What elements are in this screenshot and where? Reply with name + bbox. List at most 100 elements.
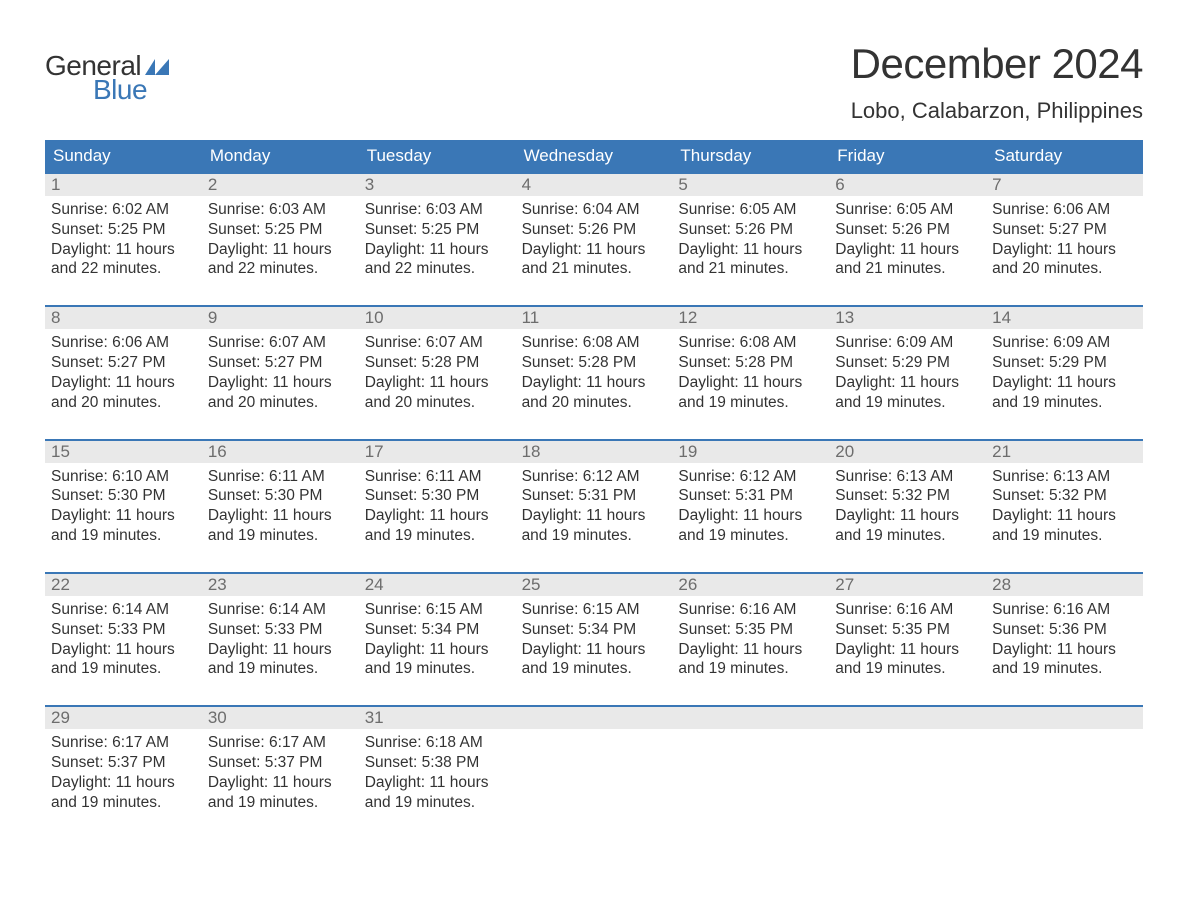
sunrise-line: Sunrise: 6:16 AM [678,600,823,620]
daylight-line: Daylight: 11 hours and 22 minutes. [365,240,510,280]
day-number: 3 [359,174,516,196]
daylight-line: Daylight: 11 hours and 19 minutes. [835,373,980,413]
day-cell: Sunrise: 6:09 AMSunset: 5:29 PMDaylight:… [829,329,986,416]
sunrise-line: Sunrise: 6:18 AM [365,733,510,753]
sunrise-line: Sunrise: 6:10 AM [51,467,196,487]
sunrise-line: Sunrise: 6:14 AM [51,600,196,620]
daylight-line: Daylight: 11 hours and 19 minutes. [835,506,980,546]
daylight-line: Daylight: 11 hours and 19 minutes. [208,773,353,813]
day-cell: Sunrise: 6:08 AMSunset: 5:28 PMDaylight:… [516,329,673,416]
sunset-line: Sunset: 5:31 PM [678,486,823,506]
sunset-line: Sunset: 5:25 PM [208,220,353,240]
dow-thursday: Thursday [672,140,829,172]
sunrise-line: Sunrise: 6:14 AM [208,600,353,620]
day-number: 24 [359,574,516,596]
sunset-line: Sunset: 5:27 PM [208,353,353,373]
sunrise-line: Sunrise: 6:08 AM [678,333,823,353]
day-cell: Sunrise: 6:06 AMSunset: 5:27 PMDaylight:… [45,329,202,416]
day-cell: Sunrise: 6:07 AMSunset: 5:28 PMDaylight:… [359,329,516,416]
sunset-line: Sunset: 5:34 PM [365,620,510,640]
sunset-line: Sunset: 5:37 PM [51,753,196,773]
day-cell: Sunrise: 6:07 AMSunset: 5:27 PMDaylight:… [202,329,359,416]
day-cell: Sunrise: 6:16 AMSunset: 5:35 PMDaylight:… [829,596,986,683]
sunrise-line: Sunrise: 6:12 AM [678,467,823,487]
sunrise-line: Sunrise: 6:17 AM [208,733,353,753]
day-number: 7 [986,174,1143,196]
day-number: 14 [986,307,1143,329]
day-number: 1 [45,174,202,196]
sunset-line: Sunset: 5:38 PM [365,753,510,773]
day-cell [672,729,829,816]
daylight-line: Daylight: 11 hours and 20 minutes. [992,240,1137,280]
month-title: December 2024 [851,40,1143,88]
day-cell: Sunrise: 6:03 AMSunset: 5:25 PMDaylight:… [359,196,516,283]
daynum-band: 15161718192021 [45,441,1143,463]
daylight-line: Daylight: 11 hours and 19 minutes. [522,640,667,680]
day-number: 15 [45,441,202,463]
day-number: 23 [202,574,359,596]
week-row: 22232425262728Sunrise: 6:14 AMSunset: 5:… [45,572,1143,683]
day-number: 6 [829,174,986,196]
dow-friday: Friday [829,140,986,172]
daylight-line: Daylight: 11 hours and 20 minutes. [51,373,196,413]
sunrise-line: Sunrise: 6:13 AM [835,467,980,487]
day-number: 8 [45,307,202,329]
day-number: 12 [672,307,829,329]
day-number: 16 [202,441,359,463]
dow-wednesday: Wednesday [516,140,673,172]
daylight-line: Daylight: 11 hours and 19 minutes. [678,640,823,680]
day-number: 11 [516,307,673,329]
sunset-line: Sunset: 5:32 PM [835,486,980,506]
daylight-line: Daylight: 11 hours and 20 minutes. [365,373,510,413]
daylight-line: Daylight: 11 hours and 21 minutes. [522,240,667,280]
day-number: 21 [986,441,1143,463]
sunset-line: Sunset: 5:26 PM [835,220,980,240]
daylight-line: Daylight: 11 hours and 21 minutes. [678,240,823,280]
day-cell: Sunrise: 6:15 AMSunset: 5:34 PMDaylight:… [516,596,673,683]
dow-monday: Monday [202,140,359,172]
sunset-line: Sunset: 5:35 PM [678,620,823,640]
sunset-line: Sunset: 5:26 PM [678,220,823,240]
title-block: December 2024 Lobo, Calabarzon, Philippi… [851,40,1143,136]
daylight-line: Daylight: 11 hours and 19 minutes. [522,506,667,546]
day-number: 10 [359,307,516,329]
day-cell: Sunrise: 6:16 AMSunset: 5:35 PMDaylight:… [672,596,829,683]
week-row: 891011121314Sunrise: 6:06 AMSunset: 5:27… [45,305,1143,416]
daylight-line: Daylight: 11 hours and 19 minutes. [365,506,510,546]
sunrise-line: Sunrise: 6:08 AM [522,333,667,353]
calendar: SundayMondayTuesdayWednesdayThursdayFrid… [45,140,1143,817]
sunrise-line: Sunrise: 6:06 AM [51,333,196,353]
sunset-line: Sunset: 5:34 PM [522,620,667,640]
sunset-line: Sunset: 5:30 PM [365,486,510,506]
day-cell: Sunrise: 6:12 AMSunset: 5:31 PMDaylight:… [516,463,673,550]
day-number: 2 [202,174,359,196]
day-number [672,707,829,729]
sunrise-line: Sunrise: 6:15 AM [522,600,667,620]
sunset-line: Sunset: 5:36 PM [992,620,1137,640]
day-cell: Sunrise: 6:13 AMSunset: 5:32 PMDaylight:… [986,463,1143,550]
daylight-line: Daylight: 11 hours and 21 minutes. [835,240,980,280]
daylight-line: Daylight: 11 hours and 20 minutes. [208,373,353,413]
daylight-line: Daylight: 11 hours and 19 minutes. [678,373,823,413]
sunset-line: Sunset: 5:32 PM [992,486,1137,506]
flag-icon [145,59,179,75]
day-number: 20 [829,441,986,463]
day-number: 29 [45,707,202,729]
sunset-line: Sunset: 5:30 PM [51,486,196,506]
logo-text-bottom: Blue [45,74,147,106]
sunset-line: Sunset: 5:28 PM [678,353,823,373]
day-number [516,707,673,729]
day-cell: Sunrise: 6:14 AMSunset: 5:33 PMDaylight:… [45,596,202,683]
day-cell: Sunrise: 6:15 AMSunset: 5:34 PMDaylight:… [359,596,516,683]
daynum-band: 293031 [45,707,1143,729]
day-number: 19 [672,441,829,463]
day-number: 22 [45,574,202,596]
sunrise-line: Sunrise: 6:12 AM [522,467,667,487]
day-cell [986,729,1143,816]
day-cell: Sunrise: 6:04 AMSunset: 5:26 PMDaylight:… [516,196,673,283]
daylight-line: Daylight: 11 hours and 19 minutes. [51,773,196,813]
sunset-line: Sunset: 5:37 PM [208,753,353,773]
dow-saturday: Saturday [986,140,1143,172]
sunset-line: Sunset: 5:33 PM [51,620,196,640]
sunrise-line: Sunrise: 6:15 AM [365,600,510,620]
